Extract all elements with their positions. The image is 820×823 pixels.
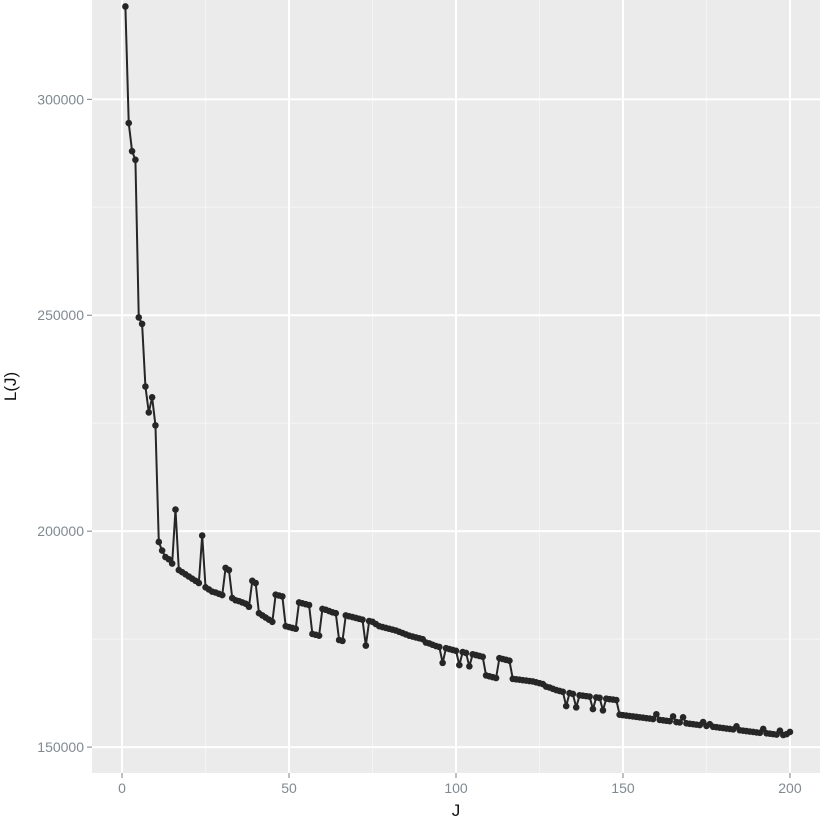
data-point (315, 632, 323, 639)
y-tick-label: 150000 (37, 739, 84, 755)
series-points (122, 3, 794, 739)
data-point (225, 566, 233, 574)
data-point (589, 705, 597, 713)
data-point (142, 383, 149, 390)
data-point (145, 409, 153, 416)
y-tick-label: 250000 (37, 307, 84, 323)
data-point (569, 690, 577, 698)
data-point (339, 637, 346, 645)
data-point (168, 560, 176, 567)
y-axis: 150000 200000 250000 300000 (37, 91, 92, 755)
data-point (332, 609, 340, 617)
major-gridlines (92, 0, 820, 773)
data-point (452, 647, 460, 655)
y-tick-label: 200000 (37, 523, 84, 539)
data-point (279, 593, 286, 600)
data-point (506, 657, 513, 665)
data-point (572, 704, 580, 711)
x-tick-label: 200 (778, 780, 802, 796)
x-tick-label: 150 (611, 780, 635, 796)
data-point (132, 156, 139, 164)
data-point (439, 659, 446, 667)
data-point (122, 3, 129, 10)
data-point (218, 591, 226, 599)
data-point (148, 394, 156, 401)
x-axis-title: J (452, 801, 461, 820)
x-tick-label: 100 (444, 780, 468, 796)
x-tick-label: 0 (118, 780, 126, 796)
data-point (669, 713, 677, 720)
x-tick-label: 50 (281, 780, 297, 796)
data-point (666, 717, 674, 725)
data-point (596, 694, 603, 702)
data-point (359, 616, 366, 623)
data-point (559, 688, 567, 696)
data-point (456, 661, 463, 669)
data-point (679, 713, 687, 721)
data-point (653, 710, 660, 718)
data-point (155, 538, 163, 546)
y-axis-title: L(J) (1, 372, 20, 401)
x-axis: 0 50 100 150 200 (118, 773, 802, 796)
data-point (172, 506, 179, 513)
data-point (305, 601, 313, 609)
data-point (158, 547, 166, 554)
data-point (125, 119, 133, 127)
data-point (466, 663, 473, 670)
data-point (676, 719, 684, 726)
data-point (252, 579, 259, 587)
data-point (245, 603, 253, 611)
data-point (362, 642, 370, 649)
data-point (599, 707, 607, 714)
y-tick-label: 300000 (37, 91, 84, 107)
data-point (436, 643, 443, 651)
data-point (152, 422, 159, 429)
data-point (492, 674, 500, 682)
data-point (138, 320, 146, 328)
data-point (292, 625, 300, 633)
data-point (195, 579, 203, 587)
data-point (198, 532, 206, 539)
data-point (479, 653, 487, 661)
data-point (586, 693, 593, 700)
data-point (612, 696, 620, 704)
data-point (128, 147, 136, 155)
data-point (462, 649, 470, 657)
data-point (649, 715, 657, 723)
data-point (562, 702, 570, 710)
data-point (135, 314, 143, 321)
data-point (786, 728, 794, 736)
data-point (269, 618, 276, 626)
